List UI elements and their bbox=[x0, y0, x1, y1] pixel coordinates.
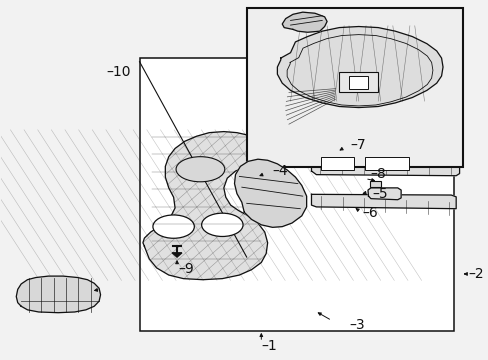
Text: –9: –9 bbox=[178, 262, 194, 276]
Text: –8: –8 bbox=[369, 167, 385, 181]
Bar bbox=[321, 157, 354, 170]
Polygon shape bbox=[16, 276, 101, 313]
Polygon shape bbox=[234, 159, 306, 227]
Ellipse shape bbox=[153, 215, 194, 238]
Text: –6: –6 bbox=[362, 206, 377, 220]
Polygon shape bbox=[367, 188, 400, 200]
Polygon shape bbox=[311, 194, 455, 209]
Text: –4: –4 bbox=[271, 164, 287, 178]
Text: –10: –10 bbox=[106, 66, 131, 80]
Bar bbox=[139, 58, 453, 330]
Bar bbox=[348, 76, 368, 89]
Text: –1: –1 bbox=[261, 339, 277, 353]
Polygon shape bbox=[142, 132, 267, 280]
Ellipse shape bbox=[201, 213, 243, 237]
Text: –3: –3 bbox=[348, 318, 364, 332]
Text: –5: –5 bbox=[371, 186, 386, 201]
Bar bbox=[365, 157, 408, 170]
Bar bbox=[369, 181, 380, 187]
Text: –2: –2 bbox=[468, 267, 483, 281]
Bar bbox=[339, 72, 377, 92]
Ellipse shape bbox=[176, 157, 224, 182]
Text: –7: –7 bbox=[350, 138, 366, 152]
Polygon shape bbox=[277, 27, 442, 108]
Polygon shape bbox=[172, 253, 182, 257]
Bar bbox=[246, 8, 463, 167]
Polygon shape bbox=[311, 148, 459, 176]
Polygon shape bbox=[282, 12, 326, 32]
